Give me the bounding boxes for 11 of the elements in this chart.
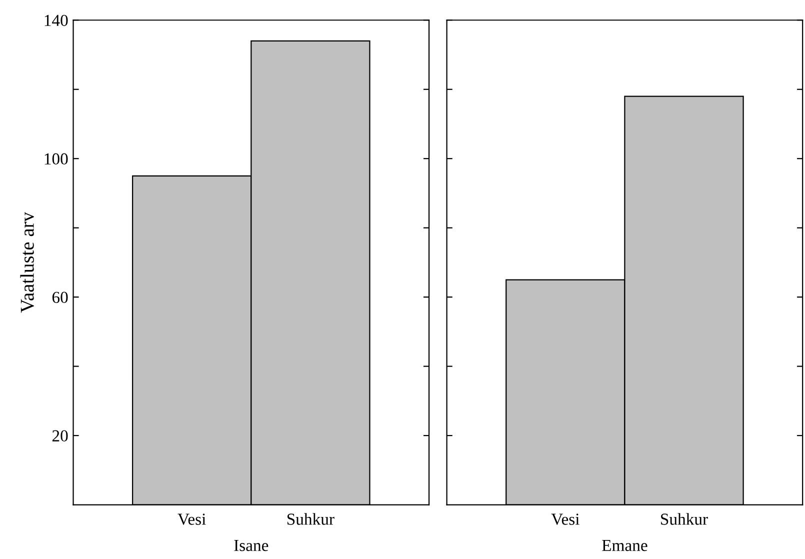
x-axis-title: Isane bbox=[234, 540, 268, 552]
y-tick-label: 60 bbox=[52, 292, 68, 304]
x-tick-label: Suhkur bbox=[661, 513, 708, 525]
x-axis-title: Emane bbox=[602, 540, 648, 552]
y-tick-label: 20 bbox=[52, 430, 68, 442]
y-tick-label: 140 bbox=[44, 14, 68, 26]
x-tick-label: Vesi bbox=[178, 514, 206, 525]
x-tick-label: Suhkur bbox=[287, 513, 334, 525]
x-tick-label: Vesi bbox=[551, 514, 580, 525]
y-axis-title: Vaatluste arv bbox=[20, 212, 34, 313]
y-tick-label: 100 bbox=[44, 153, 68, 165]
